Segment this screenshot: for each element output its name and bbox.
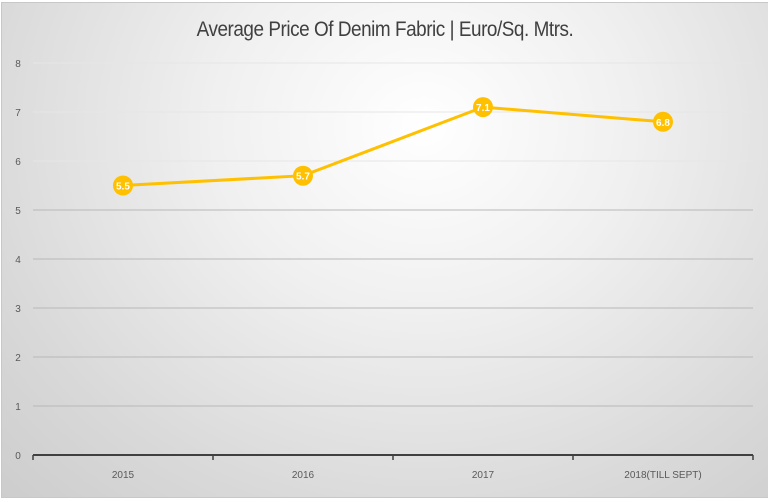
- data-label: 5.7: [296, 172, 310, 183]
- y-tick-label: 8: [15, 59, 21, 70]
- series-line: [122, 105, 664, 187]
- data-point: [653, 111, 673, 132]
- data-point: [293, 165, 313, 186]
- y-tick-label: 7: [15, 108, 21, 119]
- x-tick-label: 2018(TILL SEPT): [624, 470, 701, 481]
- data-label: 5.5: [116, 182, 130, 193]
- y-tick-label: 1: [15, 402, 21, 413]
- y-tick-label: 2: [15, 353, 21, 364]
- y-tick-label: 3: [15, 304, 21, 315]
- x-tick-label: 2016: [292, 470, 315, 481]
- y-tick-label: 4: [15, 255, 21, 266]
- data-point: [113, 175, 133, 196]
- data-point: [473, 97, 493, 118]
- y-tick-label: 5: [15, 206, 21, 217]
- x-tick-label: 2017: [472, 470, 495, 481]
- chart-title: Average Price Of Denim Fabric | Euro/Sq.…: [196, 18, 574, 41]
- data-label: 6.8: [656, 118, 670, 129]
- y-tick-label: 0: [15, 451, 21, 462]
- line-chart: 0 1 2 3 4 5 6 7 8 2015 2016 2017 2018(TILL SEPT) 5.5 5…: [15, 59, 754, 481]
- x-tick-label: 2015: [112, 470, 135, 481]
- y-tick-label: 6: [15, 157, 21, 168]
- data-label: 7.1: [476, 103, 490, 114]
